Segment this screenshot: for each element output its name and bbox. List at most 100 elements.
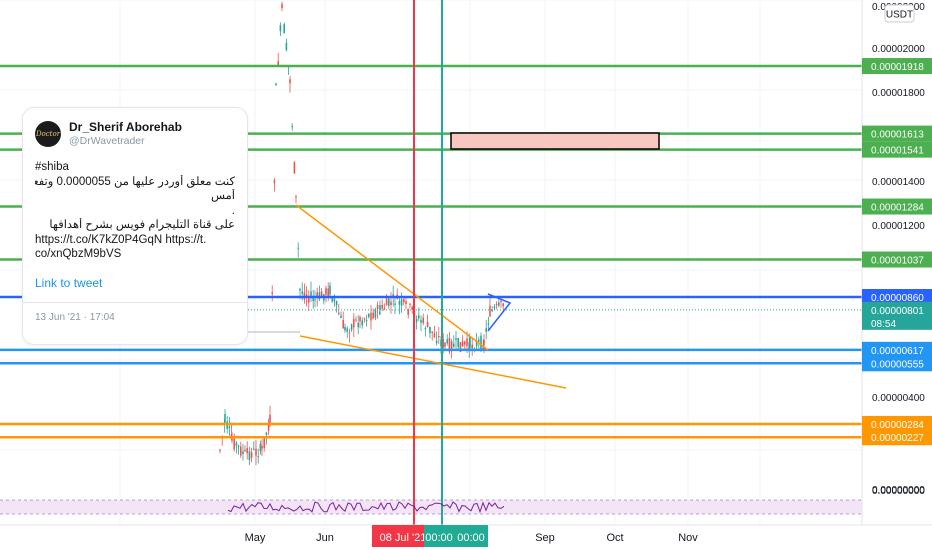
candle-body	[233, 437, 235, 450]
candle-body	[312, 297, 314, 301]
candle-body	[394, 303, 396, 305]
candle-body	[299, 288, 301, 291]
candle-body	[281, 3, 283, 8]
tweet-body: #shiba كنت معلق أوردر عليها من 0.0000055…	[35, 160, 235, 262]
candle-body	[374, 310, 377, 318]
candle-body	[429, 327, 431, 334]
candle-body	[279, 25, 282, 32]
price-level-tag	[862, 341, 932, 358]
usdt-unit-badge[interactable]: USDT	[884, 4, 915, 23]
candle-body	[480, 335, 482, 349]
author-handle[interactable]: @DrWavetrader	[69, 135, 145, 147]
candle-body	[363, 318, 366, 320]
price-level-tag	[862, 58, 932, 75]
candle-body	[424, 328, 427, 330]
price-level-tag-label: 0.00001613	[871, 130, 924, 141]
trendline-upper[interactable]	[295, 204, 489, 351]
candle-body	[259, 443, 262, 452]
price-level-tag-label: 0.00001284	[871, 203, 924, 214]
tweet-text-line: على قناة التليجرام فويس بشرح أهدافها	[49, 219, 235, 231]
tweet-hashtag[interactable]: #shiba	[35, 161, 69, 173]
candle-body	[487, 323, 490, 325]
candle-body	[442, 338, 444, 348]
price-level-tag	[862, 251, 932, 268]
price-level-tag-label: 0.00001037	[871, 256, 924, 267]
rsi-zero-label: 0.00000000	[872, 485, 925, 496]
usdt-unit-label: USDT	[886, 10, 913, 21]
candle-body	[409, 304, 411, 306]
author-name[interactable]: Dr_Sherif Aborehab	[69, 120, 182, 134]
divider	[23, 301, 247, 303]
x-marker-label: 00:00	[457, 532, 485, 544]
candle-body	[333, 298, 336, 302]
price-level-tag	[862, 429, 932, 446]
candle-body	[433, 333, 436, 338]
price-level-tag-label: 0.00000555	[871, 359, 924, 370]
candle-body	[291, 125, 293, 128]
candle-body	[231, 438, 233, 441]
candle-body	[301, 291, 303, 294]
candle-body	[376, 304, 379, 310]
price-level-tag-label: 0.00000860	[871, 293, 924, 304]
candle-body	[392, 294, 394, 297]
price-level-tag	[862, 289, 932, 305]
candle-body	[295, 195, 297, 198]
embedded-tweet-card[interactable]: Doctor Dr_Sherif Aborehab @DrWavetrader …	[22, 107, 248, 345]
candle-body	[426, 322, 429, 327]
candle-body	[502, 303, 504, 306]
tweet-link[interactable]: co/xnQbzM9bVS	[35, 248, 122, 260]
candle-body	[453, 343, 455, 347]
x-marker-label: 08 Jul '21	[380, 532, 427, 544]
candle-body	[289, 79, 291, 84]
avatar[interactable]: Doctor	[35, 121, 61, 147]
candle-body	[344, 326, 346, 331]
candle-body	[255, 448, 257, 456]
rsi-band	[0, 500, 862, 514]
price-level-tag-label: 0.00000617	[871, 346, 924, 357]
candle-body	[353, 319, 355, 328]
tweet-link[interactable]: https://t.co/K7kZ0P4GqN https://t.	[35, 233, 207, 246]
candle-body	[346, 328, 348, 332]
candle-body	[405, 301, 407, 304]
candle-body	[491, 310, 493, 312]
candle-body	[498, 302, 500, 306]
candle-body	[485, 328, 487, 332]
candle-body	[461, 341, 464, 346]
candle-body	[381, 304, 383, 309]
candle-body	[361, 320, 363, 326]
price-level-tag-label: 0.00000284	[871, 420, 924, 431]
tweet-timestamp: 13 Jun '21 · 17:04	[35, 311, 115, 323]
candle-body	[495, 303, 498, 305]
candle-body	[320, 291, 323, 296]
y-tick-label: 0.00001800	[872, 88, 925, 99]
y-tick-label: 0.00000400	[872, 393, 925, 404]
x-marker-badge	[454, 525, 488, 547]
candle-body	[500, 300, 502, 303]
candle-body	[357, 322, 359, 328]
candle-body	[464, 341, 466, 345]
candle-body	[370, 312, 372, 321]
target-rectangle[interactable]	[450, 132, 660, 150]
tweet-text-line: أمس	[210, 190, 235, 202]
x-tick-label: Nov	[678, 532, 698, 544]
candle-body	[338, 312, 340, 315]
candle-body	[403, 299, 405, 303]
candle-body	[478, 339, 480, 342]
candle-body	[398, 301, 401, 305]
link-to-tweet[interactable]: Link to tweet	[35, 275, 103, 290]
trendline-lower[interactable]	[299, 335, 567, 389]
triangle-pattern[interactable]	[487, 293, 512, 332]
candle-body	[269, 414, 271, 425]
candle-body	[340, 315, 342, 319]
candle-body	[383, 308, 386, 310]
tweet-text-line: كنت معلق أوردر عليها من 0.0000055 وتفعل …	[35, 175, 235, 188]
candle-body	[457, 338, 459, 348]
x-marker-label: 00:00	[425, 532, 453, 544]
price-level-tag-label: 0.00001918	[871, 62, 924, 73]
candle-body	[283, 24, 285, 34]
price-level-tag	[862, 125, 932, 142]
candle-body	[400, 299, 403, 306]
candle-body	[483, 339, 485, 345]
tweet-author: Dr_Sherif Aborehab @DrWavetrader	[69, 120, 182, 148]
